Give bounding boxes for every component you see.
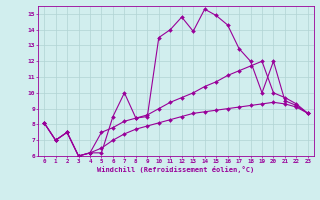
X-axis label: Windchill (Refroidissement éolien,°C): Windchill (Refroidissement éolien,°C) bbox=[97, 166, 255, 173]
